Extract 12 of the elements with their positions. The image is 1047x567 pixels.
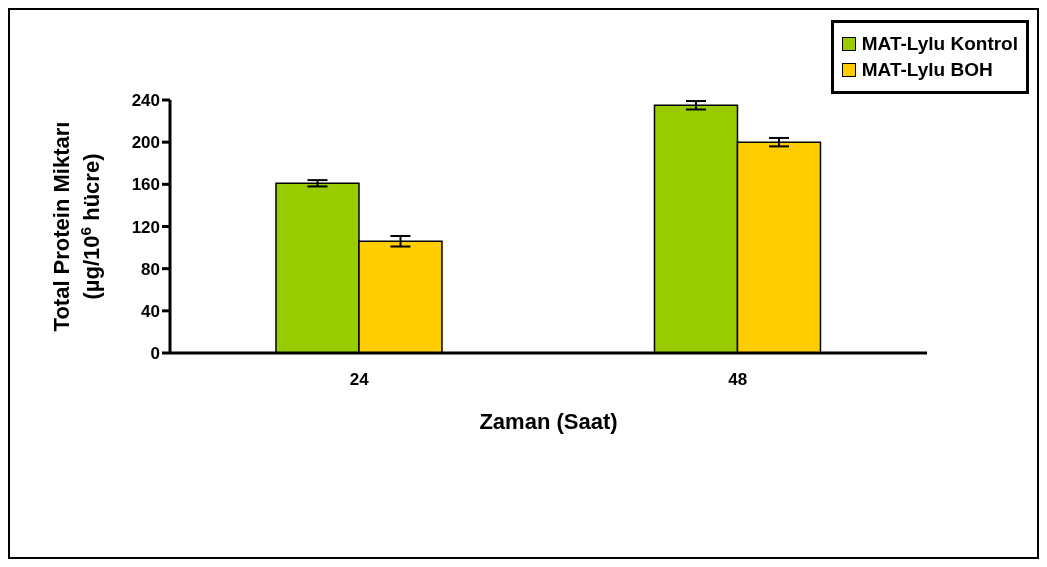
y-tick-label: 120 (131, 217, 160, 237)
x-axis-title: Zaman (Saat) (479, 408, 618, 434)
y-tick-label: 0 (150, 344, 160, 364)
y-tick-label: 200 (131, 133, 160, 153)
y-tick-label: 40 (141, 301, 160, 321)
y-tick-label: 80 (141, 259, 160, 279)
x-tick-label: 48 (728, 370, 748, 390)
y-tick-label: 160 (131, 175, 160, 195)
y-tick-label: 240 (131, 91, 160, 111)
x-tick-label: 24 (349, 370, 370, 390)
legend-label: MAT-Lylu BOH (861, 59, 993, 81)
legend-label: MAT-Lylu Kontrol (861, 33, 1018, 55)
